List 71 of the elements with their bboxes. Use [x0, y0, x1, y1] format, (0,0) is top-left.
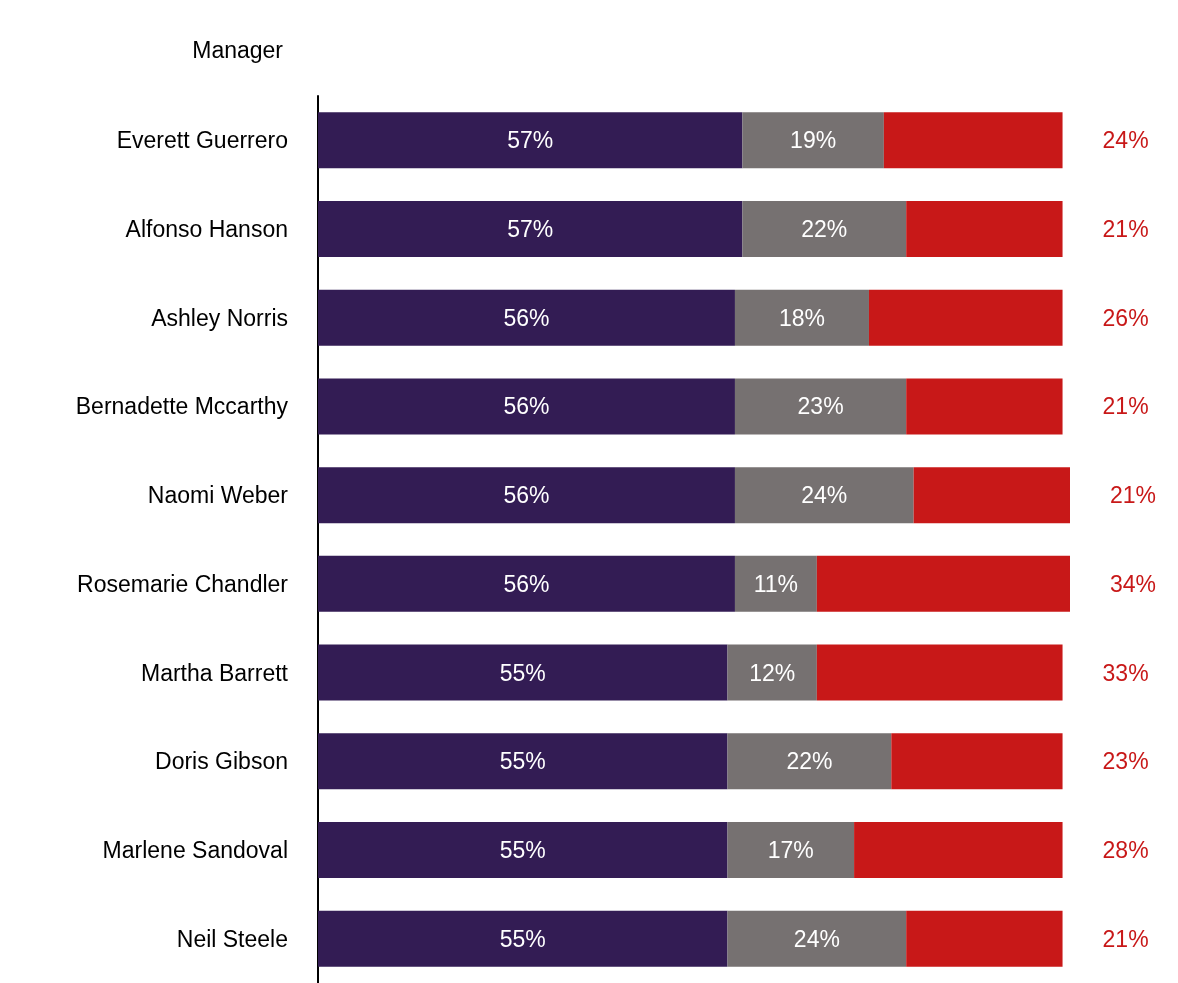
- bar: [906, 378, 1063, 435]
- y-tick-label: Naomi Weber: [147, 482, 289, 509]
- data-label: 26%: [1102, 304, 1149, 331]
- data-label: 24%: [801, 482, 848, 509]
- y-tick-label: Alfonso Hanson: [125, 216, 288, 243]
- y-tick-label: Martha Barrett: [141, 659, 289, 686]
- data-label: 24%: [1102, 127, 1149, 154]
- bar: [854, 821, 1063, 878]
- data-label: 18%: [778, 304, 825, 331]
- bar: [816, 644, 1063, 701]
- data-label: 21%: [1110, 482, 1157, 509]
- bar: [734, 378, 907, 435]
- y-tick-label: Marlene Sandoval: [102, 836, 288, 863]
- bar: [742, 201, 907, 258]
- bar: [318, 733, 728, 790]
- bar: [734, 555, 817, 612]
- bar: [883, 112, 1063, 169]
- data-label: 23%: [1102, 748, 1149, 775]
- bar: [727, 821, 855, 878]
- data-label: 28%: [1102, 836, 1149, 863]
- bar: [816, 555, 1070, 612]
- data-label: 56%: [503, 304, 550, 331]
- data-label: 19%: [790, 127, 837, 154]
- data-label: 12%: [749, 659, 796, 686]
- bar: [727, 733, 892, 790]
- data-label: 17%: [767, 836, 814, 863]
- data-label: 11%: [753, 570, 799, 597]
- bar: [318, 821, 728, 878]
- data-label: 34%: [1110, 570, 1157, 597]
- bar: [318, 555, 735, 612]
- bar: [318, 467, 735, 524]
- data-label: 22%: [801, 216, 848, 243]
- data-label: 23%: [797, 393, 844, 420]
- bar: [734, 467, 914, 524]
- data-label: 56%: [503, 570, 550, 597]
- bar: [742, 112, 884, 169]
- data-label: 21%: [1102, 925, 1149, 952]
- data-label: 56%: [503, 482, 550, 509]
- data-label: 55%: [499, 748, 546, 775]
- y-tick-label: Ashley Norris: [151, 304, 288, 331]
- data-label: 56%: [503, 393, 550, 420]
- bar: [318, 201, 743, 258]
- data-label: 57%: [507, 216, 554, 243]
- bar: [906, 910, 1063, 967]
- bar: [727, 910, 907, 967]
- y-axis-title: Manager: [192, 36, 284, 63]
- data-label: 57%: [507, 127, 554, 154]
- bar: [913, 467, 1070, 524]
- y-tick-label: Bernadette Mccarthy: [75, 393, 289, 420]
- bar: [318, 644, 728, 701]
- bar: [727, 644, 817, 701]
- bar: [906, 201, 1063, 258]
- data-label: 22%: [786, 748, 833, 775]
- bar: [891, 733, 1063, 790]
- data-label: 55%: [499, 836, 546, 863]
- data-label: 33%: [1102, 659, 1149, 686]
- data-label: 55%: [499, 659, 546, 686]
- data-label: 55%: [499, 925, 546, 952]
- data-label: 24%: [793, 925, 840, 952]
- bar: [318, 910, 728, 967]
- y-tick-label: Doris Gibson: [155, 748, 288, 775]
- y-tick-label: Rosemarie Chandler: [77, 570, 289, 597]
- bar: [868, 289, 1063, 346]
- bar: [318, 378, 735, 435]
- y-tick-label: Everett Guerrero: [116, 127, 288, 154]
- bar: [318, 112, 743, 169]
- y-tick-label: Neil Steele: [176, 925, 288, 952]
- bar: [734, 289, 869, 346]
- bar: [318, 289, 735, 346]
- data-label: 21%: [1102, 393, 1149, 420]
- data-label: 21%: [1102, 216, 1149, 243]
